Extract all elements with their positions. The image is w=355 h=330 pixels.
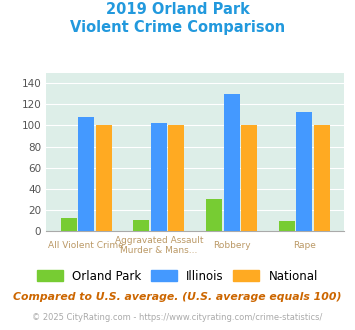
Text: Rape: Rape xyxy=(293,241,316,250)
Bar xyxy=(78,117,94,231)
Text: All Violent Crime: All Violent Crime xyxy=(48,241,124,250)
Legend: Orland Park, Illinois, National: Orland Park, Illinois, National xyxy=(32,265,323,287)
Text: © 2025 CityRating.com - https://www.cityrating.com/crime-statistics/: © 2025 CityRating.com - https://www.city… xyxy=(32,314,323,322)
Text: Compared to U.S. average. (U.S. average equals 100): Compared to U.S. average. (U.S. average … xyxy=(13,292,342,302)
Bar xyxy=(224,94,240,231)
Bar xyxy=(61,218,77,231)
Bar xyxy=(279,221,295,231)
Text: Robbery: Robbery xyxy=(213,241,250,250)
Text: Murder & Mans...: Murder & Mans... xyxy=(120,246,198,255)
Bar xyxy=(151,123,167,231)
Text: Aggravated Assault: Aggravated Assault xyxy=(115,236,203,245)
Bar xyxy=(168,125,184,231)
Bar xyxy=(241,125,257,231)
Bar xyxy=(296,112,312,231)
Text: 2019 Orland Park: 2019 Orland Park xyxy=(105,2,250,16)
Text: Violent Crime Comparison: Violent Crime Comparison xyxy=(70,20,285,35)
Bar xyxy=(206,199,222,231)
Bar xyxy=(314,125,330,231)
Bar xyxy=(95,125,111,231)
Bar xyxy=(133,220,149,231)
